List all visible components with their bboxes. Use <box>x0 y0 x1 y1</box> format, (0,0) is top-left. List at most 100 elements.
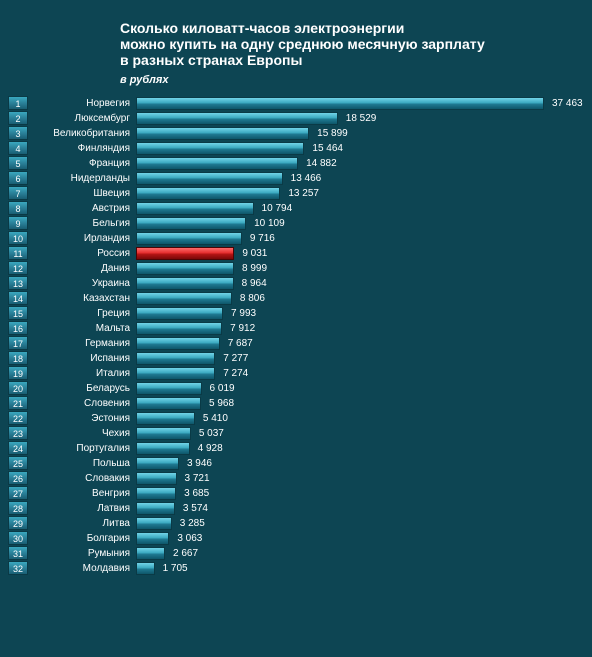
rank-cell: 28 <box>8 501 28 515</box>
bar <box>136 307 223 320</box>
value-label: 2 667 <box>165 548 198 559</box>
bar-track <box>136 262 234 275</box>
country-label: Польша <box>28 458 136 469</box>
chart-row: 27Венгрия3 685 <box>0 486 592 500</box>
country-label: Украина <box>28 278 136 289</box>
rank-cell: 4 <box>8 141 28 155</box>
country-label: Румыния <box>28 548 136 559</box>
chart-row: 21Словения5 968 <box>0 396 592 410</box>
chart-row: 25Польша3 946 <box>0 456 592 470</box>
country-label: Россия <box>28 248 136 259</box>
value-label: 7 993 <box>223 308 256 319</box>
bar-track <box>136 412 195 425</box>
value-label: 18 529 <box>338 113 377 124</box>
bar <box>136 277 234 290</box>
value-label: 7 912 <box>222 323 255 334</box>
chart-row: 13Украина8 964 <box>0 276 592 290</box>
value-label: 6 019 <box>202 383 235 394</box>
bar-track <box>136 487 176 500</box>
value-label: 9 716 <box>242 233 275 244</box>
value-label: 37 463 <box>544 98 583 109</box>
country-label: Дания <box>28 263 136 274</box>
bar-track <box>136 352 215 365</box>
chart-row: 30Болгария3 063 <box>0 531 592 545</box>
country-label: Словакия <box>28 473 136 484</box>
bar-track <box>136 157 298 170</box>
bar <box>136 427 191 440</box>
rank-cell: 7 <box>8 186 28 200</box>
chart-row: 16Мальта 7 912 <box>0 321 592 335</box>
bar-track <box>136 232 242 245</box>
bar-track <box>136 517 172 530</box>
chart-row: 9Бельгия10 109 <box>0 216 592 230</box>
bar <box>136 547 165 560</box>
bar-track <box>136 397 201 410</box>
bar-track <box>136 127 309 140</box>
value-label: 13 257 <box>280 188 319 199</box>
bar <box>136 457 179 470</box>
chart-row: 10Ирландия9 716 <box>0 231 592 245</box>
country-label: Австрия <box>28 203 136 214</box>
chart-row: 11Россия9 031 <box>0 246 592 260</box>
rank-cell: 5 <box>8 156 28 170</box>
chart-row: 20Беларусь6 019 <box>0 381 592 395</box>
chart-row: 32Молдавия1 705 <box>0 561 592 575</box>
chart-row: 12Дания8 999 <box>0 261 592 275</box>
bar <box>136 382 202 395</box>
chart-row: 7Швеция13 257 <box>0 186 592 200</box>
rank-cell: 14 <box>8 291 28 305</box>
chart-subtitle: в рублях <box>0 74 592 96</box>
bar-track <box>136 532 169 545</box>
bar-track <box>136 247 234 260</box>
bar-track <box>136 472 177 485</box>
country-label: Великобритания <box>28 128 136 139</box>
chart-row: 23Чехия5 037 <box>0 426 592 440</box>
country-label: Мальта <box>28 323 136 334</box>
bar <box>136 397 201 410</box>
rank-cell: 16 <box>8 321 28 335</box>
value-label: 3 721 <box>177 473 210 484</box>
chart-row: 17Германия7 687 <box>0 336 592 350</box>
bar-track <box>136 382 202 395</box>
value-label: 5 037 <box>191 428 224 439</box>
bar <box>136 337 220 350</box>
rank-cell: 31 <box>8 546 28 560</box>
value-label: 7 277 <box>215 353 248 364</box>
rank-cell: 19 <box>8 366 28 380</box>
bar <box>136 172 283 185</box>
value-label: 3 946 <box>179 458 212 469</box>
rank-cell: 27 <box>8 486 28 500</box>
bar <box>136 472 177 485</box>
rank-cell: 11 <box>8 246 28 260</box>
chart-row: 18Испания7 277 <box>0 351 592 365</box>
bar <box>136 262 234 275</box>
rank-cell: 22 <box>8 411 28 425</box>
bar-track <box>136 292 232 305</box>
bar-track <box>136 112 338 125</box>
bar <box>136 187 280 200</box>
value-label: 3 285 <box>172 518 205 529</box>
rank-cell: 29 <box>8 516 28 530</box>
country-label: Нидерланды <box>28 173 136 184</box>
country-label: Норвегия <box>28 98 136 109</box>
bar-track <box>136 562 155 575</box>
bar-track <box>136 367 215 380</box>
value-label: 8 964 <box>234 278 267 289</box>
country-label: Португалия <box>28 443 136 454</box>
bar-track <box>136 142 304 155</box>
bar <box>136 97 544 110</box>
rank-cell: 8 <box>8 201 28 215</box>
bar-track <box>136 502 175 515</box>
rank-cell: 2 <box>8 111 28 125</box>
value-label: 8 999 <box>234 263 267 274</box>
rank-cell: 1 <box>8 96 28 110</box>
country-label: Испания <box>28 353 136 364</box>
bar-track <box>136 97 544 110</box>
bar-track <box>136 442 190 455</box>
chart-row: 5Франция14 882 <box>0 156 592 170</box>
bar <box>136 442 190 455</box>
country-label: Молдавия <box>28 563 136 574</box>
bar <box>136 487 176 500</box>
value-label: 7 687 <box>220 338 253 349</box>
bar <box>136 517 172 530</box>
